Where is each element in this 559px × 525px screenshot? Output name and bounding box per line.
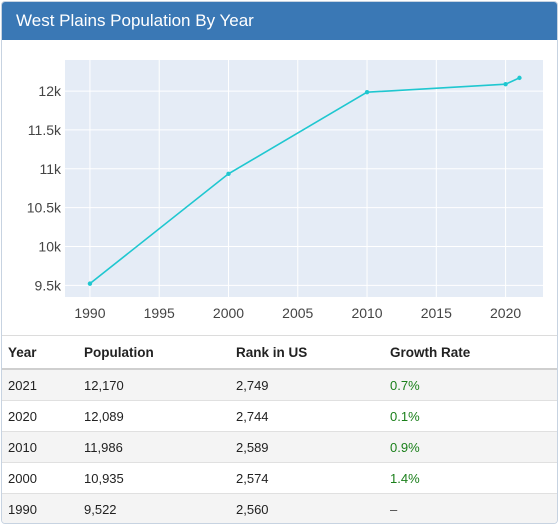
x-tick-label: 2015 [421, 305, 452, 321]
cell-rank: 2,749 [230, 368, 384, 401]
x-tick-label: 2005 [282, 305, 313, 321]
table-row: 2020 12,089 2,744 0.1% [2, 400, 557, 432]
table-row: 2010 11,986 2,589 0.9% [2, 431, 557, 463]
y-tick-label: 11.5k [28, 122, 62, 138]
data-point [503, 81, 508, 87]
x-tick-label: 1995 [144, 305, 175, 321]
column-header-population: Population [78, 335, 230, 370]
cell-growth-rate: 1.4% [384, 462, 557, 494]
data-point [517, 75, 522, 81]
column-header-year: Year [2, 335, 78, 370]
cell-year: 1990 [2, 493, 78, 523]
y-tick-label: 10.5k [27, 200, 62, 216]
cell-year: 2020 [2, 400, 78, 432]
y-tick-label: 9.5k [35, 277, 62, 293]
cell-growth-rate: 0.1% [384, 400, 557, 432]
cell-population: 12,089 [78, 400, 230, 432]
y-tick-label: 12k [38, 83, 62, 99]
table-row: 2021 12,170 2,749 0.7% [2, 368, 557, 401]
cell-population: 9,522 [78, 493, 230, 523]
cell-population: 10,935 [78, 462, 230, 494]
cell-year: 2000 [2, 462, 78, 494]
cell-growth-rate: 0.7% [384, 368, 557, 401]
cell-rank: 2,589 [230, 431, 384, 463]
cell-rank: 2,560 [230, 493, 384, 523]
y-tick-label: 10k [38, 238, 62, 254]
population-table: Year Population Rank in US Growth Rate 2… [2, 335, 557, 523]
y-tick-label: 11k [39, 161, 62, 177]
x-tick-label: 2010 [351, 305, 382, 321]
cell-year: 2010 [2, 431, 78, 463]
x-tick-label: 2020 [490, 305, 521, 321]
plot-area [65, 60, 543, 297]
table-row: 1990 9,522 2,560 – [2, 493, 557, 523]
panel-title: West Plains Population By Year [2, 2, 557, 40]
cell-rank: 2,744 [230, 400, 384, 432]
data-point [87, 281, 93, 286]
cell-population: 12,170 [78, 368, 230, 401]
table-header-row: Year Population Rank in US Growth Rate [2, 335, 557, 370]
data-point [364, 89, 370, 95]
cell-growth-rate: – [384, 493, 557, 523]
column-header-growth-rate: Growth Rate [384, 335, 557, 370]
cell-population: 11,986 [78, 431, 230, 463]
data-point [226, 171, 231, 177]
column-header-rank: Rank in US [230, 335, 384, 370]
table-row: 2000 10,935 2,574 1.4% [2, 462, 557, 494]
x-tick-label: 1990 [74, 305, 105, 321]
cell-year: 2021 [2, 368, 78, 401]
x-tick-label: 2000 [213, 305, 244, 321]
population-chart: 1990 1995 2000 2005 2010 2015 2020 9.5k 10k 10.5k… [2, 42, 557, 334]
population-line-chart: 1990 1995 2000 2005 2010 2015 2020 9.5k 10k 10.5k… [27, 60, 543, 321]
cell-growth-rate: 0.9% [384, 431, 557, 463]
cell-rank: 2,574 [230, 462, 384, 494]
